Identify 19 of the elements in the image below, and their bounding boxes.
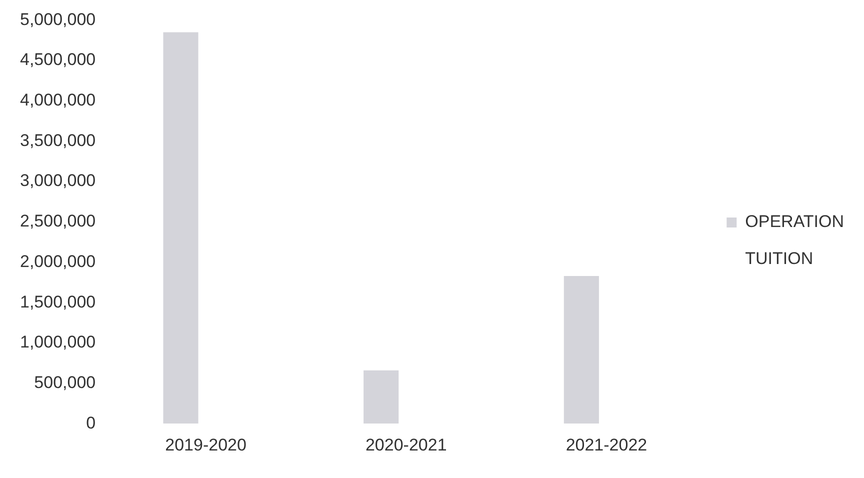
y-tick-label: 1,500,000 bbox=[20, 292, 96, 312]
x-tick-label: 2019-2020 bbox=[165, 435, 246, 454]
x-tick-label: 2020-2021 bbox=[365, 435, 447, 454]
y-tick-label: 1,000,000 bbox=[20, 332, 96, 352]
y-tick-label: 3,000,000 bbox=[20, 171, 96, 190]
y-tick-label: 3,500,000 bbox=[20, 130, 96, 150]
y-tick-label: 4,000,000 bbox=[20, 90, 96, 110]
y-tick-label: 500,000 bbox=[34, 372, 96, 392]
x-tick-label: 2021-2022 bbox=[566, 435, 648, 454]
y-tick-label: 5,000,000 bbox=[20, 10, 96, 29]
legend-label: OPERATION bbox=[745, 212, 844, 232]
y-tick-label: 2,000,000 bbox=[20, 252, 96, 271]
bar bbox=[564, 276, 599, 424]
y-tick-label: 4,500,000 bbox=[20, 50, 96, 70]
text: TUITION bbox=[745, 249, 814, 268]
y-tick-label: 0 bbox=[86, 413, 96, 432]
bar bbox=[163, 32, 198, 424]
y-tick-label: 2,500,000 bbox=[20, 212, 96, 231]
bar bbox=[364, 370, 399, 424]
